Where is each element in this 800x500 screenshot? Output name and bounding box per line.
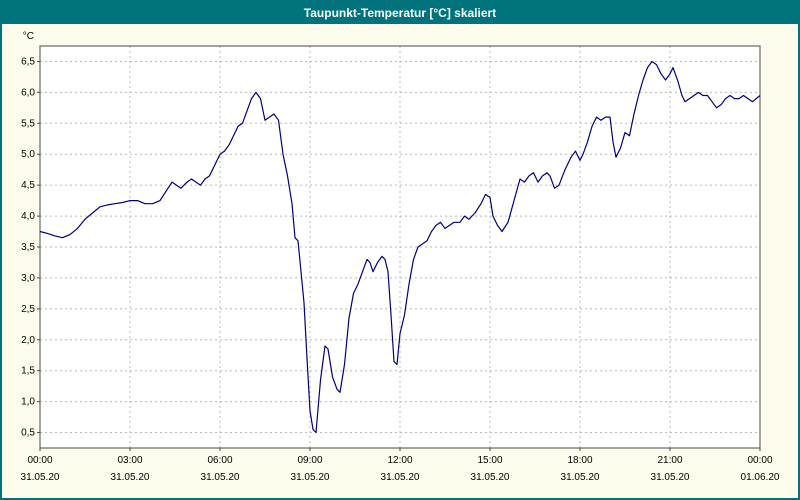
- svg-text:12:00: 12:00: [387, 455, 412, 466]
- dewpoint-line-chart: 0,5 1,0 1,5 2,0 2,5 3,0 3,5 4,0 4,5 5,0 5,5 6,0 6,5 0…: [21, 31, 780, 483]
- svg-text:°C: °C: [23, 31, 34, 42]
- svg-text:18:00: 18:00: [567, 455, 592, 466]
- svg-text:03:00: 03:00: [117, 455, 142, 466]
- svg-text:3,0: 3,0: [21, 273, 35, 284]
- svg-text:5,5: 5,5: [21, 118, 35, 129]
- svg-text:31.05.20: 31.05.20: [381, 472, 420, 483]
- svg-text:6,0: 6,0: [21, 87, 35, 98]
- svg-text:3,5: 3,5: [21, 242, 35, 253]
- svg-text:31.05.20: 31.05.20: [651, 472, 690, 483]
- svg-text:31.05.20: 31.05.20: [201, 472, 240, 483]
- svg-text:4,5: 4,5: [21, 180, 35, 191]
- svg-text:31.05.20: 31.05.20: [291, 472, 330, 483]
- svg-text:01.06.20: 01.06.20: [741, 472, 780, 483]
- svg-text:0,5: 0,5: [21, 428, 35, 439]
- svg-text:6,5: 6,5: [21, 56, 35, 67]
- svg-text:31.05.20: 31.05.20: [471, 472, 510, 483]
- svg-text:21:00: 21:00: [657, 455, 682, 466]
- svg-text:1,0: 1,0: [21, 397, 35, 408]
- svg-text:1,5: 1,5: [21, 366, 35, 377]
- svg-text:31.05.20: 31.05.20: [21, 472, 60, 483]
- svg-text:31.05.20: 31.05.20: [561, 472, 600, 483]
- svg-text:09:00: 09:00: [297, 455, 322, 466]
- svg-text:06:00: 06:00: [207, 455, 232, 466]
- svg-text:00:00: 00:00: [747, 455, 772, 466]
- svg-text:5,0: 5,0: [21, 149, 35, 160]
- svg-text:00:00: 00:00: [27, 455, 52, 466]
- svg-text:15:00: 15:00: [477, 455, 502, 466]
- svg-text:31.05.20: 31.05.20: [111, 472, 150, 483]
- svg-text:2,5: 2,5: [21, 304, 35, 315]
- svg-text:2,0: 2,0: [21, 335, 35, 346]
- svg-text:4,0: 4,0: [21, 211, 35, 222]
- window-title: Taupunkt-Temperatur [°C] skaliert: [2, 2, 798, 24]
